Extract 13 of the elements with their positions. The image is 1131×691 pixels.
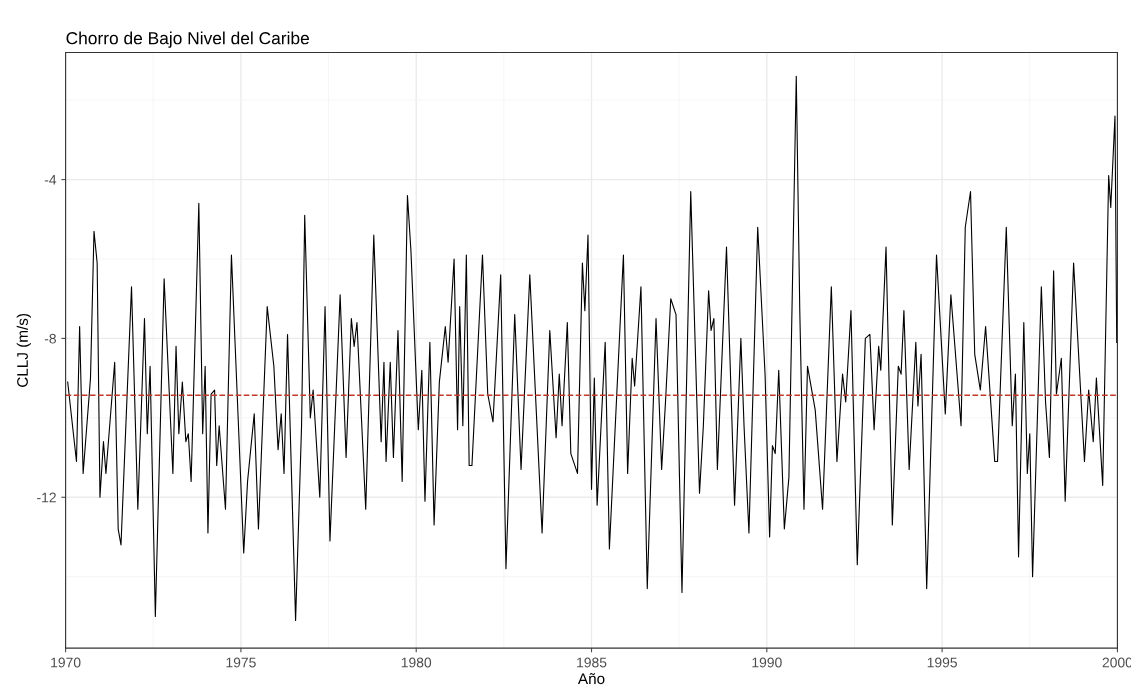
x-tick-label: 1975: [226, 657, 256, 668]
x-tick-label: 1990: [752, 657, 782, 668]
y-tick-label: -12: [37, 492, 56, 503]
y-tick-label: -8: [44, 333, 56, 344]
line-series: [67, 75, 1118, 621]
x-tick-label: 1995: [927, 657, 957, 668]
y-axis-title: CLLJ (m/s): [16, 313, 31, 387]
y-tick-label: -4: [44, 175, 57, 185]
x-tick-label: 1980: [401, 657, 432, 668]
x-tick-label: 1985: [577, 657, 607, 668]
x-axis-title: Año: [577, 673, 605, 685]
chart-title: Chorro de Bajo Nivel del Caribe: [66, 31, 309, 48]
x-tick-label: 1970: [51, 657, 81, 668]
